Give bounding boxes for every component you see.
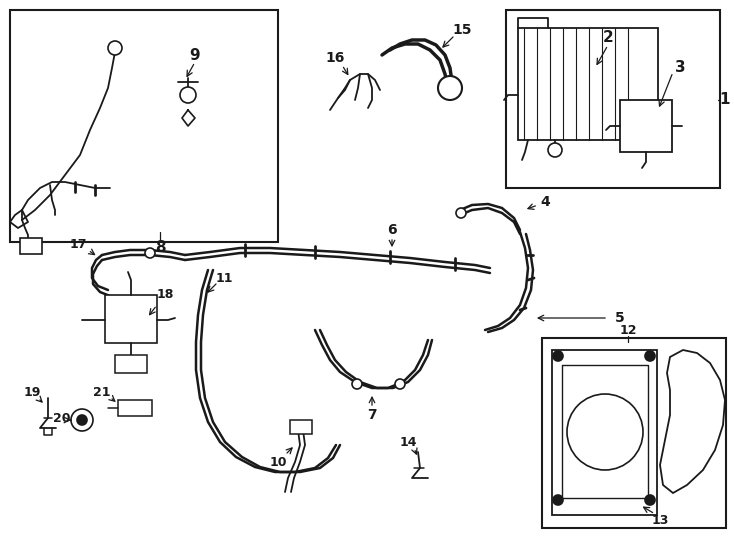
Text: 14: 14 <box>399 435 417 449</box>
Bar <box>518 28 658 140</box>
Circle shape <box>395 379 405 389</box>
Circle shape <box>553 495 563 505</box>
Circle shape <box>645 351 655 361</box>
Circle shape <box>438 76 462 100</box>
Text: 15: 15 <box>452 23 472 37</box>
Text: 1: 1 <box>720 92 730 107</box>
Text: 7: 7 <box>367 408 377 422</box>
Bar <box>542 338 726 528</box>
Text: 17: 17 <box>69 239 87 252</box>
Circle shape <box>180 87 196 103</box>
Text: 2: 2 <box>603 30 614 45</box>
Bar <box>10 10 278 242</box>
Bar <box>20 238 42 254</box>
Text: 8: 8 <box>155 240 165 255</box>
Bar <box>118 400 152 416</box>
Circle shape <box>548 143 562 157</box>
Text: 12: 12 <box>619 323 637 336</box>
Text: 10: 10 <box>269 456 287 469</box>
Text: 20: 20 <box>54 411 70 424</box>
Text: 3: 3 <box>675 60 686 76</box>
Circle shape <box>108 41 122 55</box>
Bar <box>506 10 720 188</box>
Bar <box>290 420 312 434</box>
Bar <box>115 355 147 373</box>
Bar <box>620 100 672 152</box>
PathPatch shape <box>660 350 725 493</box>
Text: 13: 13 <box>651 514 669 526</box>
Circle shape <box>145 248 155 258</box>
Circle shape <box>645 495 655 505</box>
Circle shape <box>352 379 362 389</box>
Circle shape <box>567 394 643 470</box>
Text: 4: 4 <box>540 195 550 209</box>
Text: 18: 18 <box>156 288 174 301</box>
Circle shape <box>71 409 93 431</box>
Circle shape <box>553 351 563 361</box>
Bar <box>105 295 157 343</box>
Circle shape <box>456 208 466 218</box>
Bar <box>552 350 657 515</box>
Circle shape <box>77 415 87 425</box>
Text: 5: 5 <box>615 311 625 325</box>
Text: 21: 21 <box>93 386 111 399</box>
Text: 9: 9 <box>189 48 200 63</box>
Text: 19: 19 <box>23 386 40 399</box>
Text: 6: 6 <box>388 223 397 237</box>
Text: 16: 16 <box>325 51 345 65</box>
Text: 11: 11 <box>215 272 233 285</box>
